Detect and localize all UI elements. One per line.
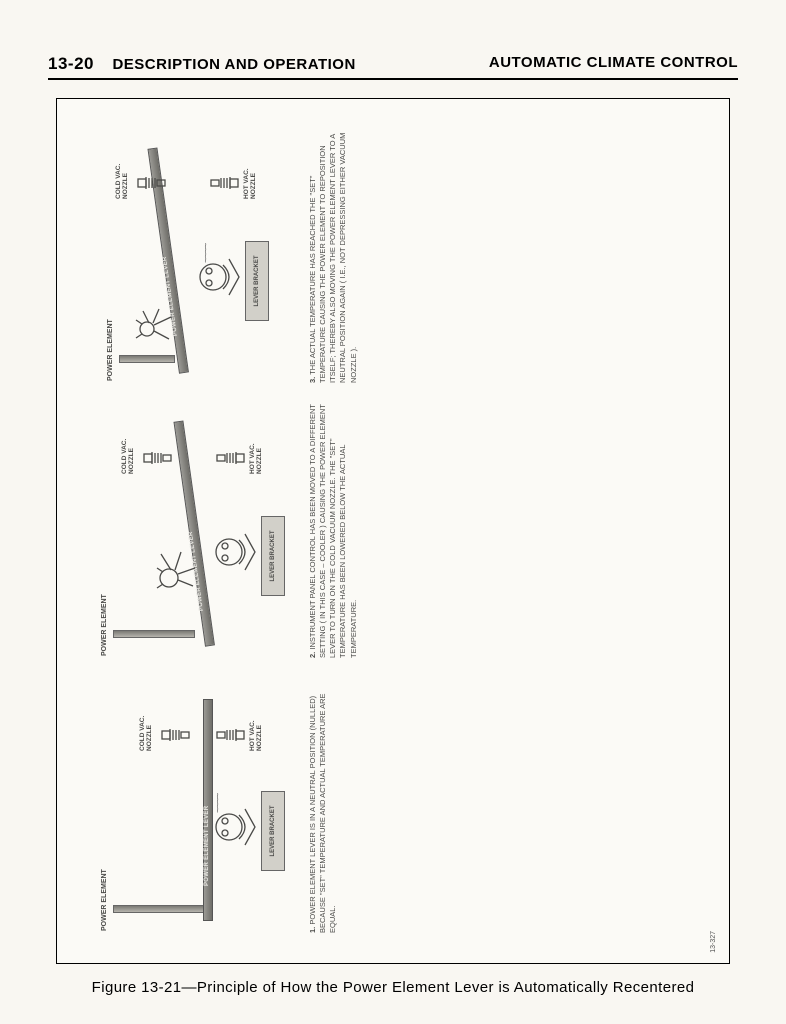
panel-2-caption: 2. INSTRUMENT PANEL CONTROL HAS BEEN MOV…	[308, 403, 359, 658]
hot-vac-label: HOT VAC.NOZZLE	[249, 443, 263, 474]
page-header: 13-20 DESCRIPTION AND OPERATION AUTOMATI…	[48, 54, 738, 80]
power-element-label: POWER ELEMENT	[101, 869, 109, 931]
right-header: AUTOMATIC CLIMATE CONTROL	[489, 54, 738, 71]
lever-bracket: LEVER BRACKET	[261, 791, 285, 871]
lever-bracket: LEVER BRACKET	[245, 241, 269, 321]
cold-vac-nozzle-icon	[161, 725, 191, 745]
spring-icon: ~~~~	[201, 244, 212, 263]
hot-vac-nozzle-icon	[215, 448, 245, 468]
figure-caption: Figure 13-21—Principle of How the Power …	[0, 979, 786, 996]
cold-vac-nozzle-icon	[137, 173, 167, 193]
lever-bracket: LEVER BRACKET	[261, 516, 285, 596]
spring-icon: ~~~~	[213, 794, 224, 813]
diagram-panel-2: POWER ELEMENT POWER ELEMENT LEVER COLD V…	[83, 406, 383, 656]
mechanism-icon	[209, 522, 264, 582]
caption-text: Principle of How the Power Element Lever…	[197, 979, 694, 996]
hot-vac-label: HOT VAC.NOZZLE	[243, 168, 257, 199]
figure-drawing: POWER ELEMENT POWER ELEMENT LEVER COLD V…	[57, 99, 729, 963]
hot-vac-label: HOT VAC.NOZZLE	[249, 720, 263, 751]
figure-ref: 13-327	[710, 931, 717, 953]
post	[119, 355, 175, 363]
panel-3-caption: 3. THE ACTUAL TEMPERATURE HAS REACHED TH…	[308, 128, 359, 383]
post	[113, 905, 205, 913]
caption-prefix: Figure 13-21—	[92, 979, 197, 996]
figure-frame: POWER ELEMENT POWER ELEMENT LEVER COLD V…	[56, 98, 730, 964]
diagram-panel-3: POWER ELEMENT POWER ELEMENT LEVER COLD V…	[83, 131, 383, 381]
power-element-label: POWER ELEMENT	[101, 594, 109, 656]
cold-vac-label: COLD VAC.NOZZLE	[121, 439, 135, 474]
hot-vac-nozzle-icon	[209, 173, 239, 193]
gremlin-icon	[133, 301, 180, 351]
cold-vac-label: COLD VAC.NOZZLE	[115, 164, 129, 199]
gremlin-icon	[151, 540, 206, 600]
diagram-panel-1: POWER ELEMENT POWER ELEMENT LEVER COLD V…	[83, 681, 383, 931]
panel-1-caption: 1. POWER ELEMENT LEVER IS IN A NEUTRAL P…	[308, 678, 338, 933]
hot-vac-nozzle-icon	[215, 725, 245, 745]
post	[113, 630, 195, 638]
cold-vac-nozzle-icon	[143, 448, 173, 468]
section-title: DESCRIPTION AND OPERATION	[112, 56, 355, 73]
cold-vac-label: COLD VAC.NOZZLE	[139, 716, 153, 751]
page-number: 13-20	[48, 54, 94, 73]
power-element-label: POWER ELEMENT	[107, 319, 115, 381]
